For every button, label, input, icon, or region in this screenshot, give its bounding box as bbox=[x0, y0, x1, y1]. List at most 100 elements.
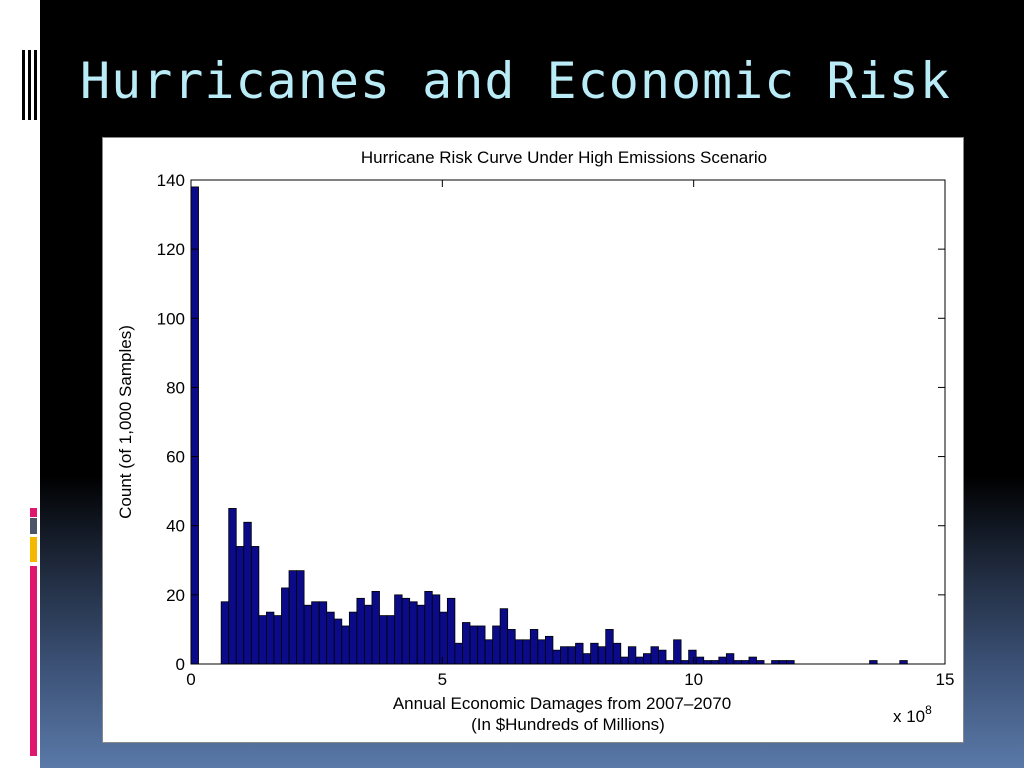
x-axis-label-line2: (In $Hundreds of Millions) bbox=[471, 715, 665, 734]
histogram-bar bbox=[364, 604, 373, 665]
histogram-bar bbox=[371, 590, 380, 665]
histogram-bar bbox=[786, 660, 795, 665]
x-axis-multiplier: x 108 bbox=[893, 703, 932, 726]
histogram-bar bbox=[424, 590, 433, 665]
histogram-bar bbox=[748, 656, 757, 665]
histogram-bar bbox=[303, 604, 313, 665]
histogram-bar bbox=[725, 653, 735, 665]
histogram-bar bbox=[665, 660, 674, 665]
histogram-bar bbox=[582, 653, 592, 665]
histogram-bar bbox=[326, 611, 335, 665]
histogram-bar bbox=[552, 649, 561, 665]
x-tick-label: 5 bbox=[438, 670, 447, 689]
histogram-bar bbox=[703, 660, 712, 665]
histogram-bar bbox=[741, 660, 750, 665]
accent-gray bbox=[30, 518, 37, 534]
histogram-bar bbox=[311, 601, 320, 665]
histogram-bar bbox=[333, 618, 343, 665]
histogram-bar bbox=[899, 660, 908, 665]
y-tick-label: 20 bbox=[166, 586, 185, 605]
histogram-bar bbox=[477, 625, 486, 665]
histogram-bar bbox=[522, 639, 531, 665]
histogram-bar bbox=[258, 615, 267, 665]
x-multiplier-exponent: 8 bbox=[925, 703, 932, 717]
y-tick-label: 60 bbox=[166, 448, 185, 467]
title-stripes-decoration bbox=[22, 50, 42, 120]
histogram-bar bbox=[235, 546, 245, 665]
histogram-bar bbox=[507, 629, 516, 665]
histogram-bar bbox=[605, 629, 614, 665]
chart-panel: Hurricane Risk Curve Under High Emission… bbox=[102, 137, 964, 743]
histogram-bar bbox=[409, 601, 418, 665]
histogram-bar bbox=[439, 611, 448, 665]
histogram-bar bbox=[386, 615, 395, 665]
accent-pink-top bbox=[30, 508, 37, 517]
histogram-bar bbox=[401, 597, 411, 665]
histogram-bar bbox=[431, 594, 441, 665]
y-axis-ticks: 0 20 40 60 80 100 120 140 bbox=[157, 171, 945, 674]
slide-title: Hurricanes and Economic Risk bbox=[80, 52, 951, 110]
histogram-bar bbox=[499, 608, 509, 665]
histogram-bar bbox=[680, 660, 690, 665]
histogram-bar bbox=[718, 656, 727, 665]
histogram-bar bbox=[281, 587, 290, 665]
bars-group bbox=[190, 186, 908, 665]
accent-pink-bottom bbox=[30, 566, 37, 756]
y-tick-label: 0 bbox=[176, 655, 185, 674]
histogram-bar bbox=[469, 625, 478, 665]
histogram-bar bbox=[560, 646, 569, 665]
histogram-bar bbox=[590, 642, 599, 665]
histogram-bar bbox=[379, 615, 388, 665]
histogram-bar bbox=[544, 635, 554, 665]
histogram-bar bbox=[446, 597, 456, 665]
histogram-bar bbox=[492, 625, 501, 665]
histogram-bar bbox=[348, 611, 358, 665]
x-axis-label-line1: Annual Economic Damages from 2007–2070 bbox=[393, 694, 731, 713]
accent-yellow bbox=[30, 537, 37, 562]
plot-area-frame bbox=[190, 179, 946, 665]
histogram-bar bbox=[356, 597, 365, 665]
histogram-bar bbox=[529, 629, 539, 665]
histogram-bar bbox=[341, 625, 350, 665]
chart-title: Hurricane Risk Curve Under High Emission… bbox=[361, 148, 767, 167]
y-tick-label: 120 bbox=[157, 240, 185, 259]
histogram-bar bbox=[756, 660, 765, 665]
histogram-bar bbox=[318, 601, 328, 665]
x-tick-label: 10 bbox=[684, 670, 703, 689]
histogram-bar bbox=[658, 649, 667, 665]
histogram-bar bbox=[190, 186, 199, 665]
x-axis-ticks: 0 5 10 15 bbox=[186, 180, 954, 689]
x-tick-label: 0 bbox=[186, 670, 195, 689]
histogram-bar bbox=[635, 656, 644, 665]
histogram-bar bbox=[710, 660, 720, 665]
histogram-bar bbox=[273, 615, 282, 665]
histogram-bar bbox=[650, 646, 659, 665]
histogram-bar bbox=[771, 660, 780, 665]
histogram-bar bbox=[612, 642, 622, 665]
histogram-bar bbox=[454, 642, 463, 665]
histogram-bar bbox=[733, 660, 742, 665]
y-tick-label: 100 bbox=[157, 309, 185, 328]
histogram-bar bbox=[673, 639, 682, 665]
histogram-bar bbox=[228, 508, 237, 665]
x-multiplier-base: x 10 bbox=[893, 707, 925, 726]
y-axis-label: Count (of 1,000 Samples) bbox=[116, 325, 135, 519]
histogram-bar bbox=[643, 653, 652, 665]
histogram-bar bbox=[243, 521, 252, 665]
histogram-bar bbox=[575, 642, 584, 665]
histogram-bar bbox=[296, 570, 305, 665]
histogram-bar bbox=[627, 646, 637, 665]
histogram-bar bbox=[514, 639, 524, 665]
x-tick-label: 15 bbox=[936, 670, 955, 689]
histogram-bar bbox=[597, 646, 607, 665]
histogram-bar bbox=[778, 660, 788, 665]
y-tick-label: 140 bbox=[157, 171, 185, 190]
histogram-bar bbox=[265, 611, 275, 665]
histogram-bar bbox=[537, 639, 546, 665]
y-tick-label: 40 bbox=[166, 517, 185, 536]
histogram-bar bbox=[250, 546, 260, 665]
histogram-bar bbox=[484, 639, 493, 665]
histogram-bar bbox=[688, 649, 697, 665]
histogram-chart: Hurricane Risk Curve Under High Emission… bbox=[116, 148, 954, 734]
histogram-bar bbox=[695, 656, 705, 665]
